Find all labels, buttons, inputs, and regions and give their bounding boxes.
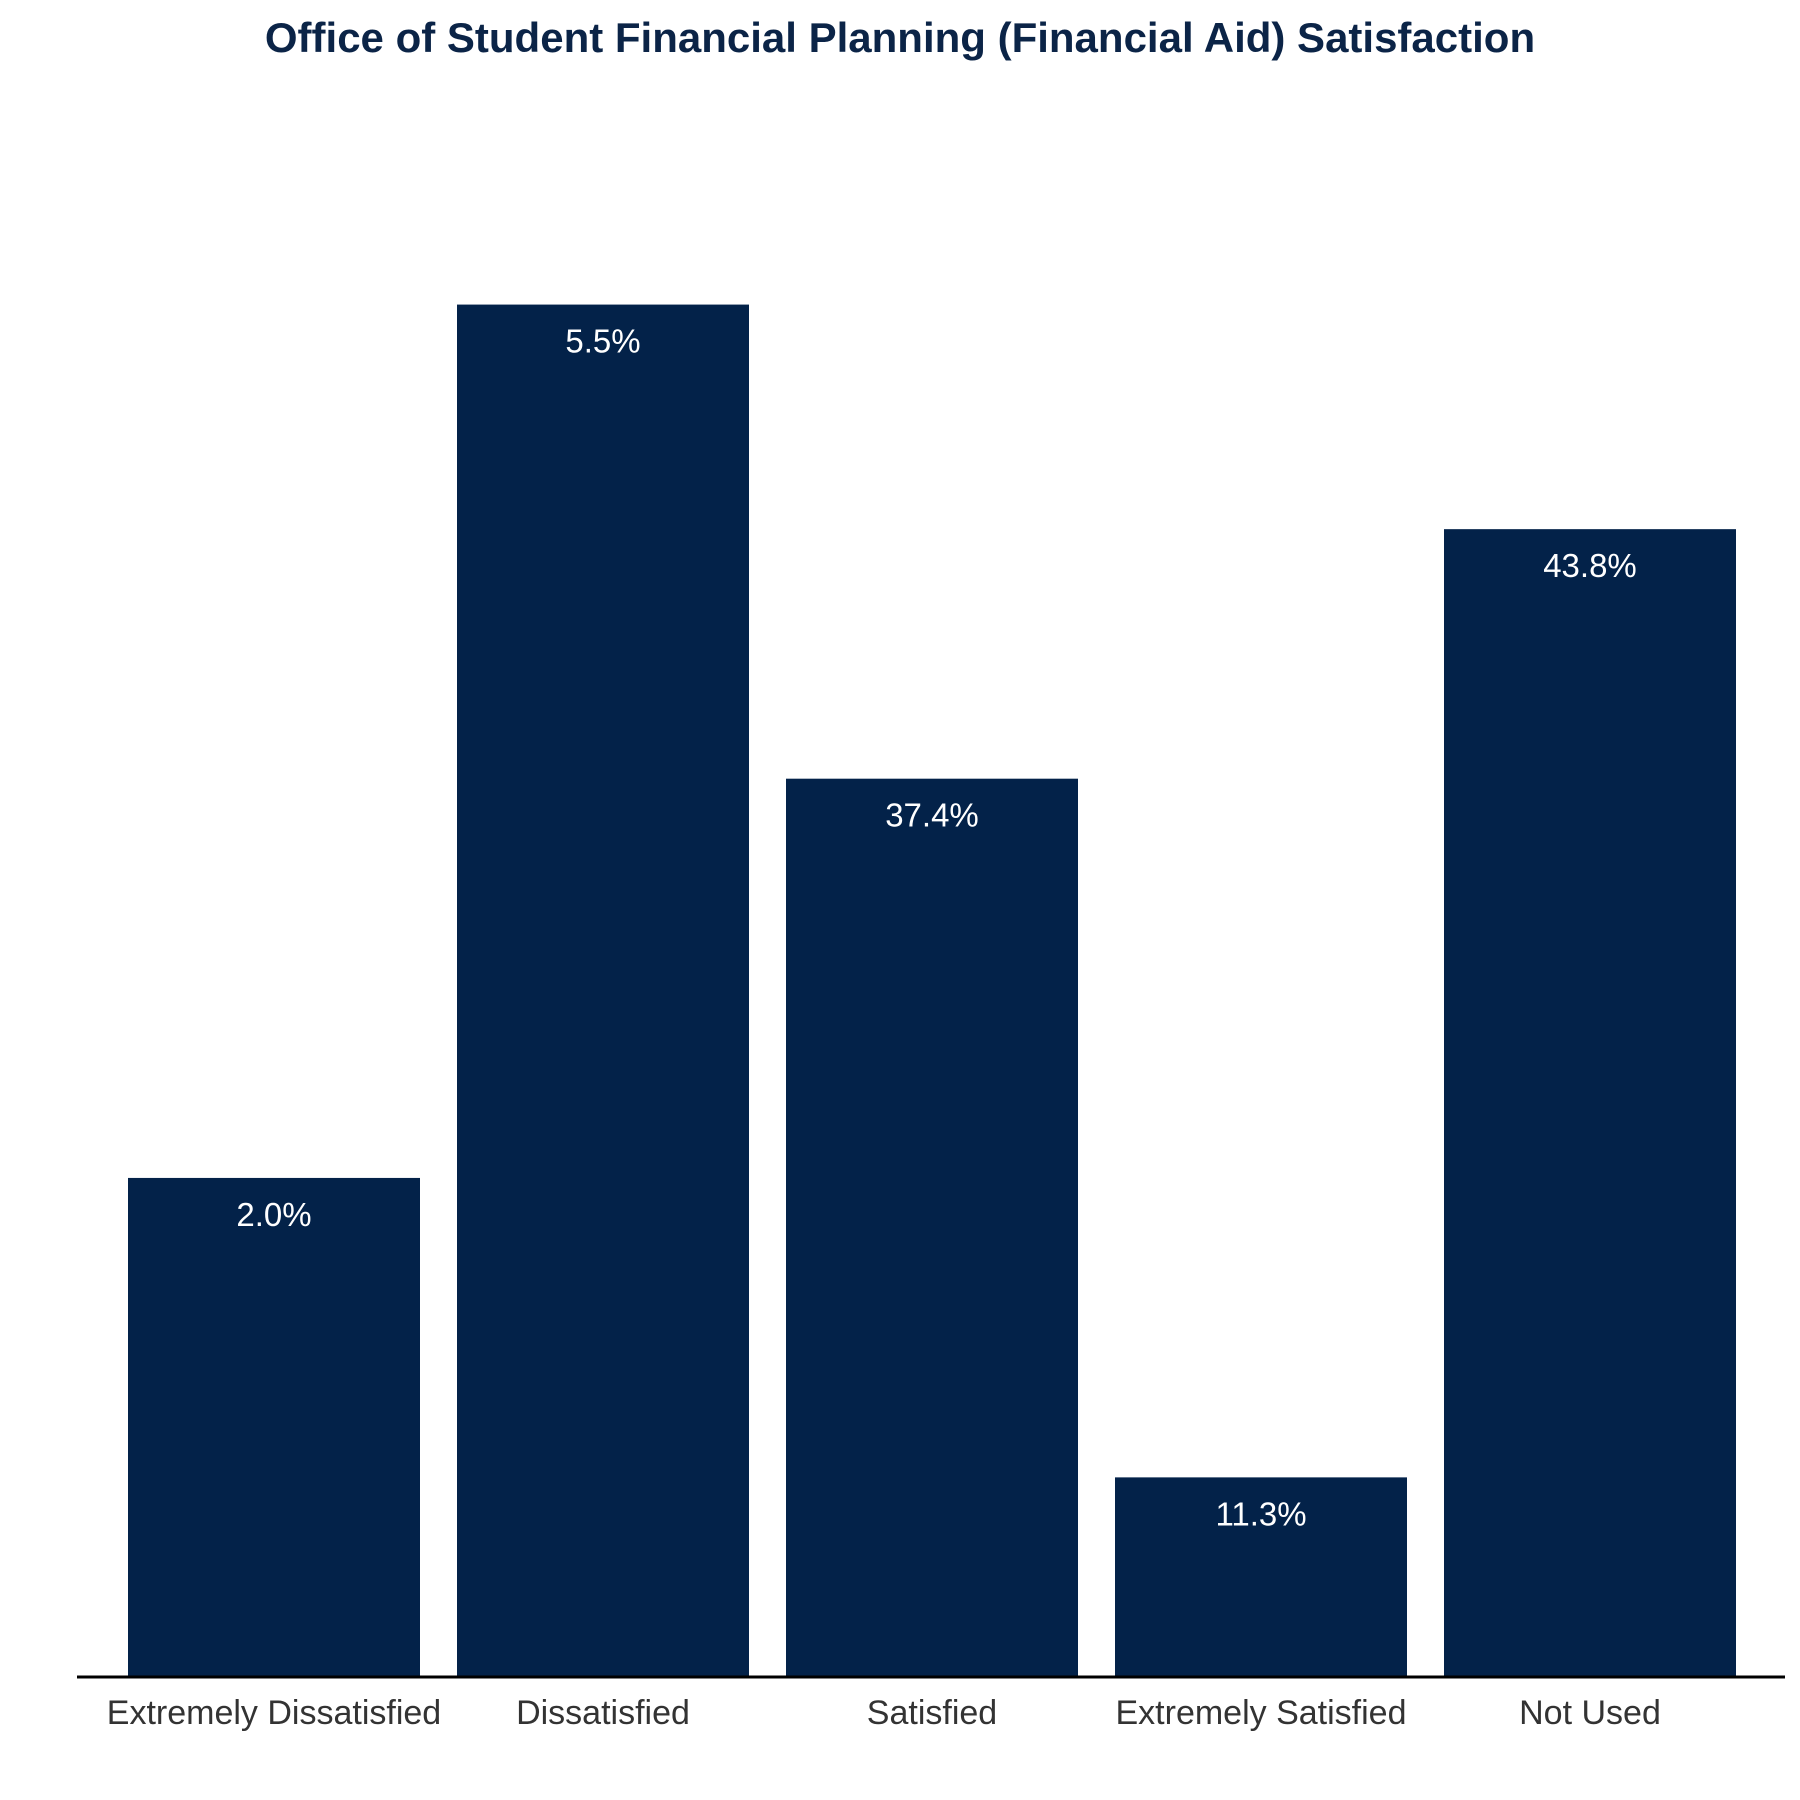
bar-not-used [1444, 529, 1736, 1677]
bar-dissatisfied [457, 304, 749, 1677]
x-tick-label: Satisfied [867, 1694, 997, 1732]
bar-value-label: 43.8% [1543, 547, 1637, 584]
x-tick-label: Not Used [1519, 1694, 1661, 1732]
bar-value-label: 11.3% [1215, 1495, 1306, 1532]
bar-satisfied [786, 778, 1078, 1677]
bar-extremely-satisfied [1115, 1477, 1407, 1677]
chart-title: Office of Student Financial Planning (Fi… [264, 14, 1536, 61]
x-tick-label: Extremely Dissatisfied [107, 1694, 441, 1732]
bar-extremely-dissatisfied [128, 1177, 420, 1677]
bar-value-label: 5.5% [565, 323, 640, 360]
x-tick-label: Extremely Satisfied [1116, 1694, 1407, 1732]
bar-value-label: 37.4% [885, 797, 979, 834]
bar-value-labels: 2.0% 5.5% 37.4% 11.3% 43.8% [236, 323, 1636, 1533]
bar-value-label: 2.0% [236, 1196, 311, 1233]
bars-layer [128, 304, 1736, 1677]
x-tick-labels: Extremely Dissatisfied Dissatisfied Satisf… [107, 1694, 1661, 1732]
x-tick-label: Dissatisfied [516, 1694, 690, 1732]
